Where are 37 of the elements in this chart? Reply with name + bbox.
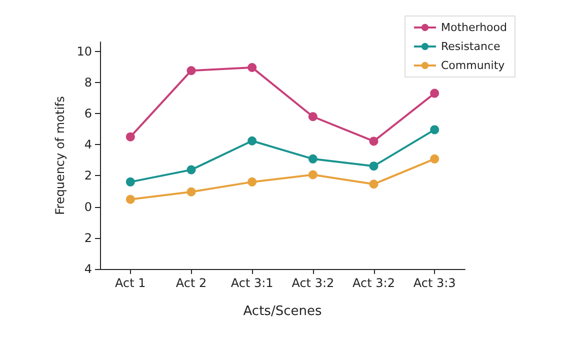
y-axis-title: Frequency of motifs [52,96,67,215]
point [248,63,257,72]
point [126,177,135,186]
point [248,136,257,146]
x-tick-label: Act 3:1 [230,276,274,290]
y-tick-label: 4 [84,138,92,152]
point [430,88,440,98]
y-tick-label: 2 [84,168,92,183]
x-tick-label: Act 3:2 [352,276,395,290]
point [369,136,378,146]
y-tick-label: 6 [84,106,92,121]
point [430,125,440,134]
point [186,187,196,196]
x-axis-title: Acts/Scenes [243,304,322,319]
point [308,112,318,122]
y-tick-label: 8 [84,75,92,90]
y-tick-label: 0 [84,200,92,214]
point [369,180,378,189]
x-tick-label: Act 1 [115,276,146,290]
point [308,154,318,164]
legend-label: Community [440,59,506,72]
point [369,162,378,171]
point [248,177,257,186]
legend-label: Resistance [440,40,500,53]
x-tick-label: Act 3:2 [292,276,334,290]
point [186,66,196,76]
y-tick-label: 4 [84,262,92,276]
y-tick-label: 10 [76,44,92,58]
point [186,165,196,174]
x-tick-label: Act 2 [176,276,207,290]
x-tick-label: Act 3:3 [413,276,456,290]
point [126,132,135,142]
legend-label: Motherhood [440,21,508,34]
point [308,170,318,180]
y-tick-label: 2 [84,230,92,245]
point [126,194,135,204]
point [430,154,440,164]
